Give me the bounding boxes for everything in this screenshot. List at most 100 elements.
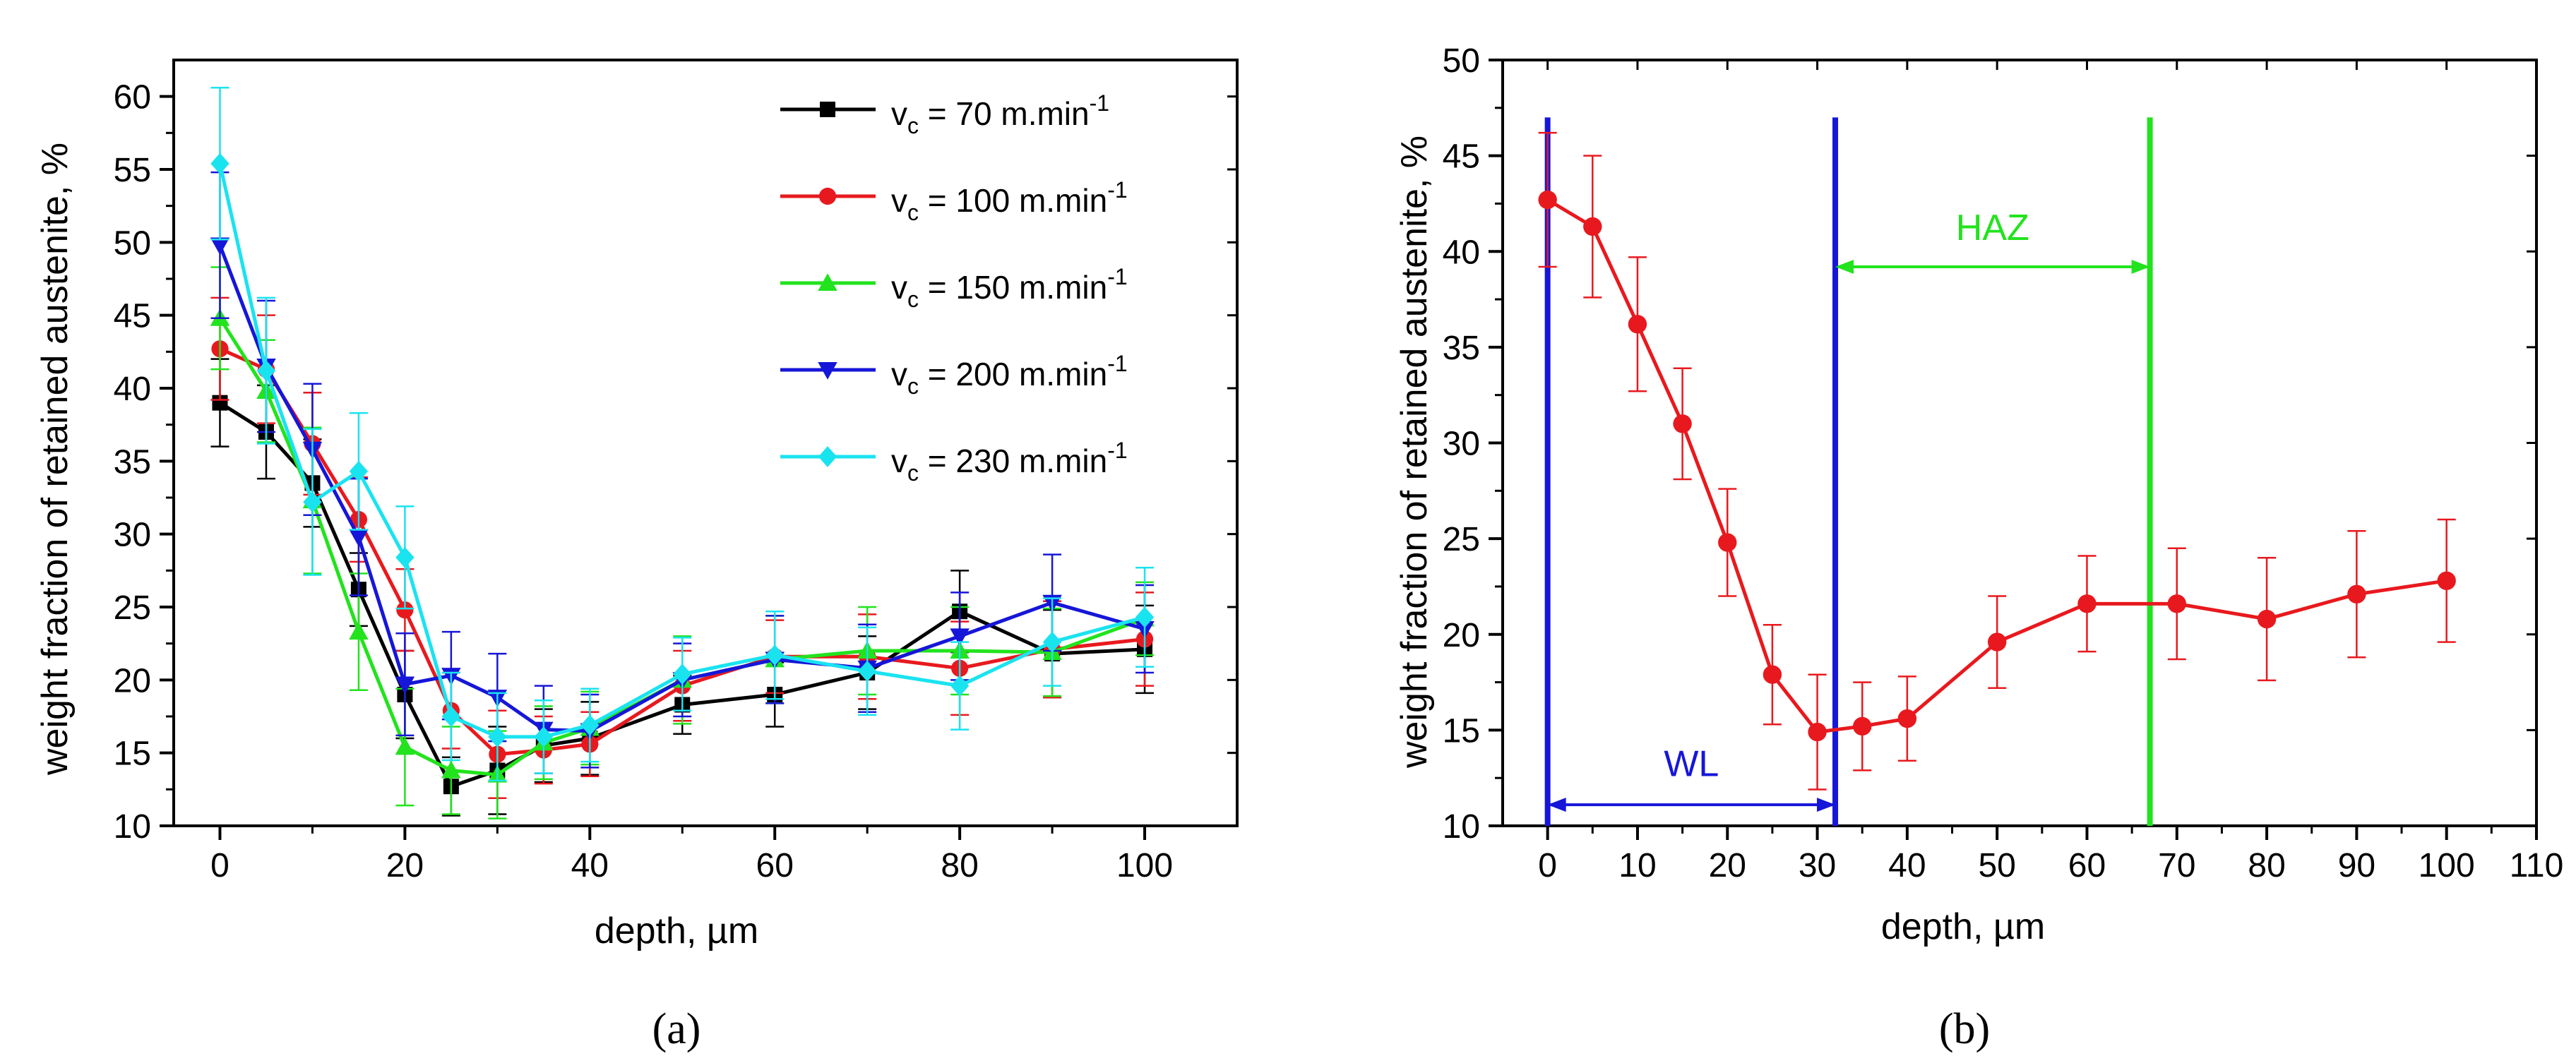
data-point	[349, 529, 369, 547]
arrow-head-left	[1547, 798, 1566, 812]
legend-label-part: c	[907, 113, 919, 138]
legend-marker	[818, 187, 837, 205]
annotation-label: WL	[1664, 743, 1719, 784]
legend-label: vc = 150 m.min-1	[891, 264, 1128, 312]
panel-a-x-axis-label: depth, µm	[595, 911, 758, 951]
data-point	[950, 675, 970, 697]
arrow-head-left	[1835, 259, 1854, 274]
y-tick-label: 40	[114, 371, 151, 408]
data-point	[1897, 709, 1917, 728]
legend-label-part: -1	[1090, 90, 1109, 116]
data-point	[2167, 594, 2186, 613]
y-tick-label: 25	[114, 589, 151, 627]
data-point	[349, 622, 369, 640]
data-point	[1673, 414, 1692, 433]
legend-label-part: = 70 m.min	[919, 95, 1090, 132]
data-point	[534, 726, 554, 747]
annotation-wl: WL	[1547, 743, 1836, 812]
data-point	[349, 460, 369, 482]
x-tick-label: 20	[386, 847, 424, 884]
x-tick-label: 110	[2510, 847, 2564, 884]
legend-marker	[818, 446, 837, 467]
legend: vc = 70 m.min-1vc = 100 m.min-1vc = 150 …	[780, 90, 1128, 486]
data-point	[1135, 606, 1155, 628]
x-tick-label: 0	[1538, 847, 1557, 884]
panel-a-label: (a)	[652, 1005, 701, 1053]
plot-frame	[172, 59, 1239, 827]
data-point	[673, 663, 692, 685]
panel-b-x-axis-label: depth, µm	[1881, 906, 2045, 947]
data-point	[1538, 190, 1557, 210]
legend-item-230: vc = 230 m.min-1	[780, 438, 1128, 486]
data-point	[1583, 217, 1602, 236]
y-tick-label: 60	[114, 79, 151, 116]
y-tick-label: 30	[1443, 426, 1480, 463]
legend-label: vc = 200 m.min-1	[891, 351, 1128, 399]
x-tick-label: 90	[2338, 847, 2375, 884]
legend-label-part: c	[907, 373, 919, 399]
panel-b-label: (b)	[1939, 1005, 1990, 1053]
legend-label-part: = 200 m.min	[919, 356, 1107, 392]
x-tick-label: 20	[1709, 847, 1746, 884]
data-point	[256, 360, 276, 382]
data-point	[303, 491, 322, 513]
data-point	[395, 737, 415, 755]
y-tick-label: 15	[1443, 712, 1480, 750]
legend-label-part: v	[891, 269, 907, 306]
data-point	[1042, 631, 1062, 653]
data-point	[395, 546, 415, 568]
legend-label-part: -1	[1107, 351, 1127, 376]
legend-item-70: vc = 70 m.min-1	[780, 90, 1109, 138]
plot-frame	[1501, 59, 2538, 827]
y-tick-label: 10	[1443, 808, 1480, 846]
data-point	[210, 237, 230, 256]
y-tick-label: 50	[114, 224, 151, 262]
x-tick-label: 60	[756, 847, 794, 884]
legend-label-part: = 230 m.min	[919, 443, 1107, 479]
data-point	[395, 676, 415, 695]
x-tick-label: 80	[941, 847, 978, 884]
panel-b-plot-area: 0 10 20 30 40 50 60 70 80 90 100 110 10 15 20 25 30 35 40 4…	[1443, 42, 2564, 884]
data-point	[441, 706, 461, 727]
data-point	[2347, 584, 2366, 603]
y-tick-label: 35	[114, 443, 151, 481]
series-100	[1538, 131, 2456, 791]
series-70	[210, 358, 1155, 817]
y-tick-label: 50	[1443, 42, 1480, 80]
data-point	[765, 644, 785, 666]
legend-label-part: -1	[1107, 177, 1127, 203]
y-tick-label: 30	[114, 517, 151, 554]
x-tick-label: 100	[1116, 847, 1173, 884]
legend-label-part: = 150 m.min	[919, 269, 1107, 306]
x-tick-label: 70	[2158, 847, 2195, 884]
y-tick-label: 20	[114, 662, 151, 699]
x-tick-label: 40	[1888, 847, 1926, 884]
legend-label: vc = 230 m.min-1	[891, 438, 1128, 486]
legend-item-100: vc = 100 m.min-1	[780, 177, 1128, 225]
y-tick-label: 25	[1443, 521, 1480, 558]
legend-label-part: v	[891, 95, 907, 132]
x-tick-label: 50	[1978, 847, 2015, 884]
panel-b-y-axis-label: weight fraction of retained austenite, %	[1394, 136, 1435, 769]
x-tick-label: 10	[1618, 847, 1656, 884]
series-230	[210, 87, 1155, 782]
y-tick-label: 45	[1443, 138, 1480, 176]
x-tick-label: 100	[2419, 847, 2475, 884]
y-tick-label: 15	[114, 735, 151, 773]
data-point	[2077, 594, 2097, 613]
x-tick-label: 60	[2068, 847, 2106, 884]
data-point	[950, 628, 970, 647]
panel-a-y-axis-label: weight fraction of retained austenite, %	[35, 143, 76, 776]
legend-label-part: -1	[1107, 438, 1127, 463]
data-point	[1853, 716, 1872, 736]
legend-marker	[818, 273, 837, 291]
y-tick-label: 35	[1443, 330, 1480, 367]
legend-item-200: vc = 200 m.min-1	[780, 351, 1128, 399]
x-tick-label: 0	[210, 847, 229, 884]
series-150	[210, 266, 1155, 819]
x-tick-label: 30	[1799, 847, 1836, 884]
data-point	[1628, 315, 1647, 334]
